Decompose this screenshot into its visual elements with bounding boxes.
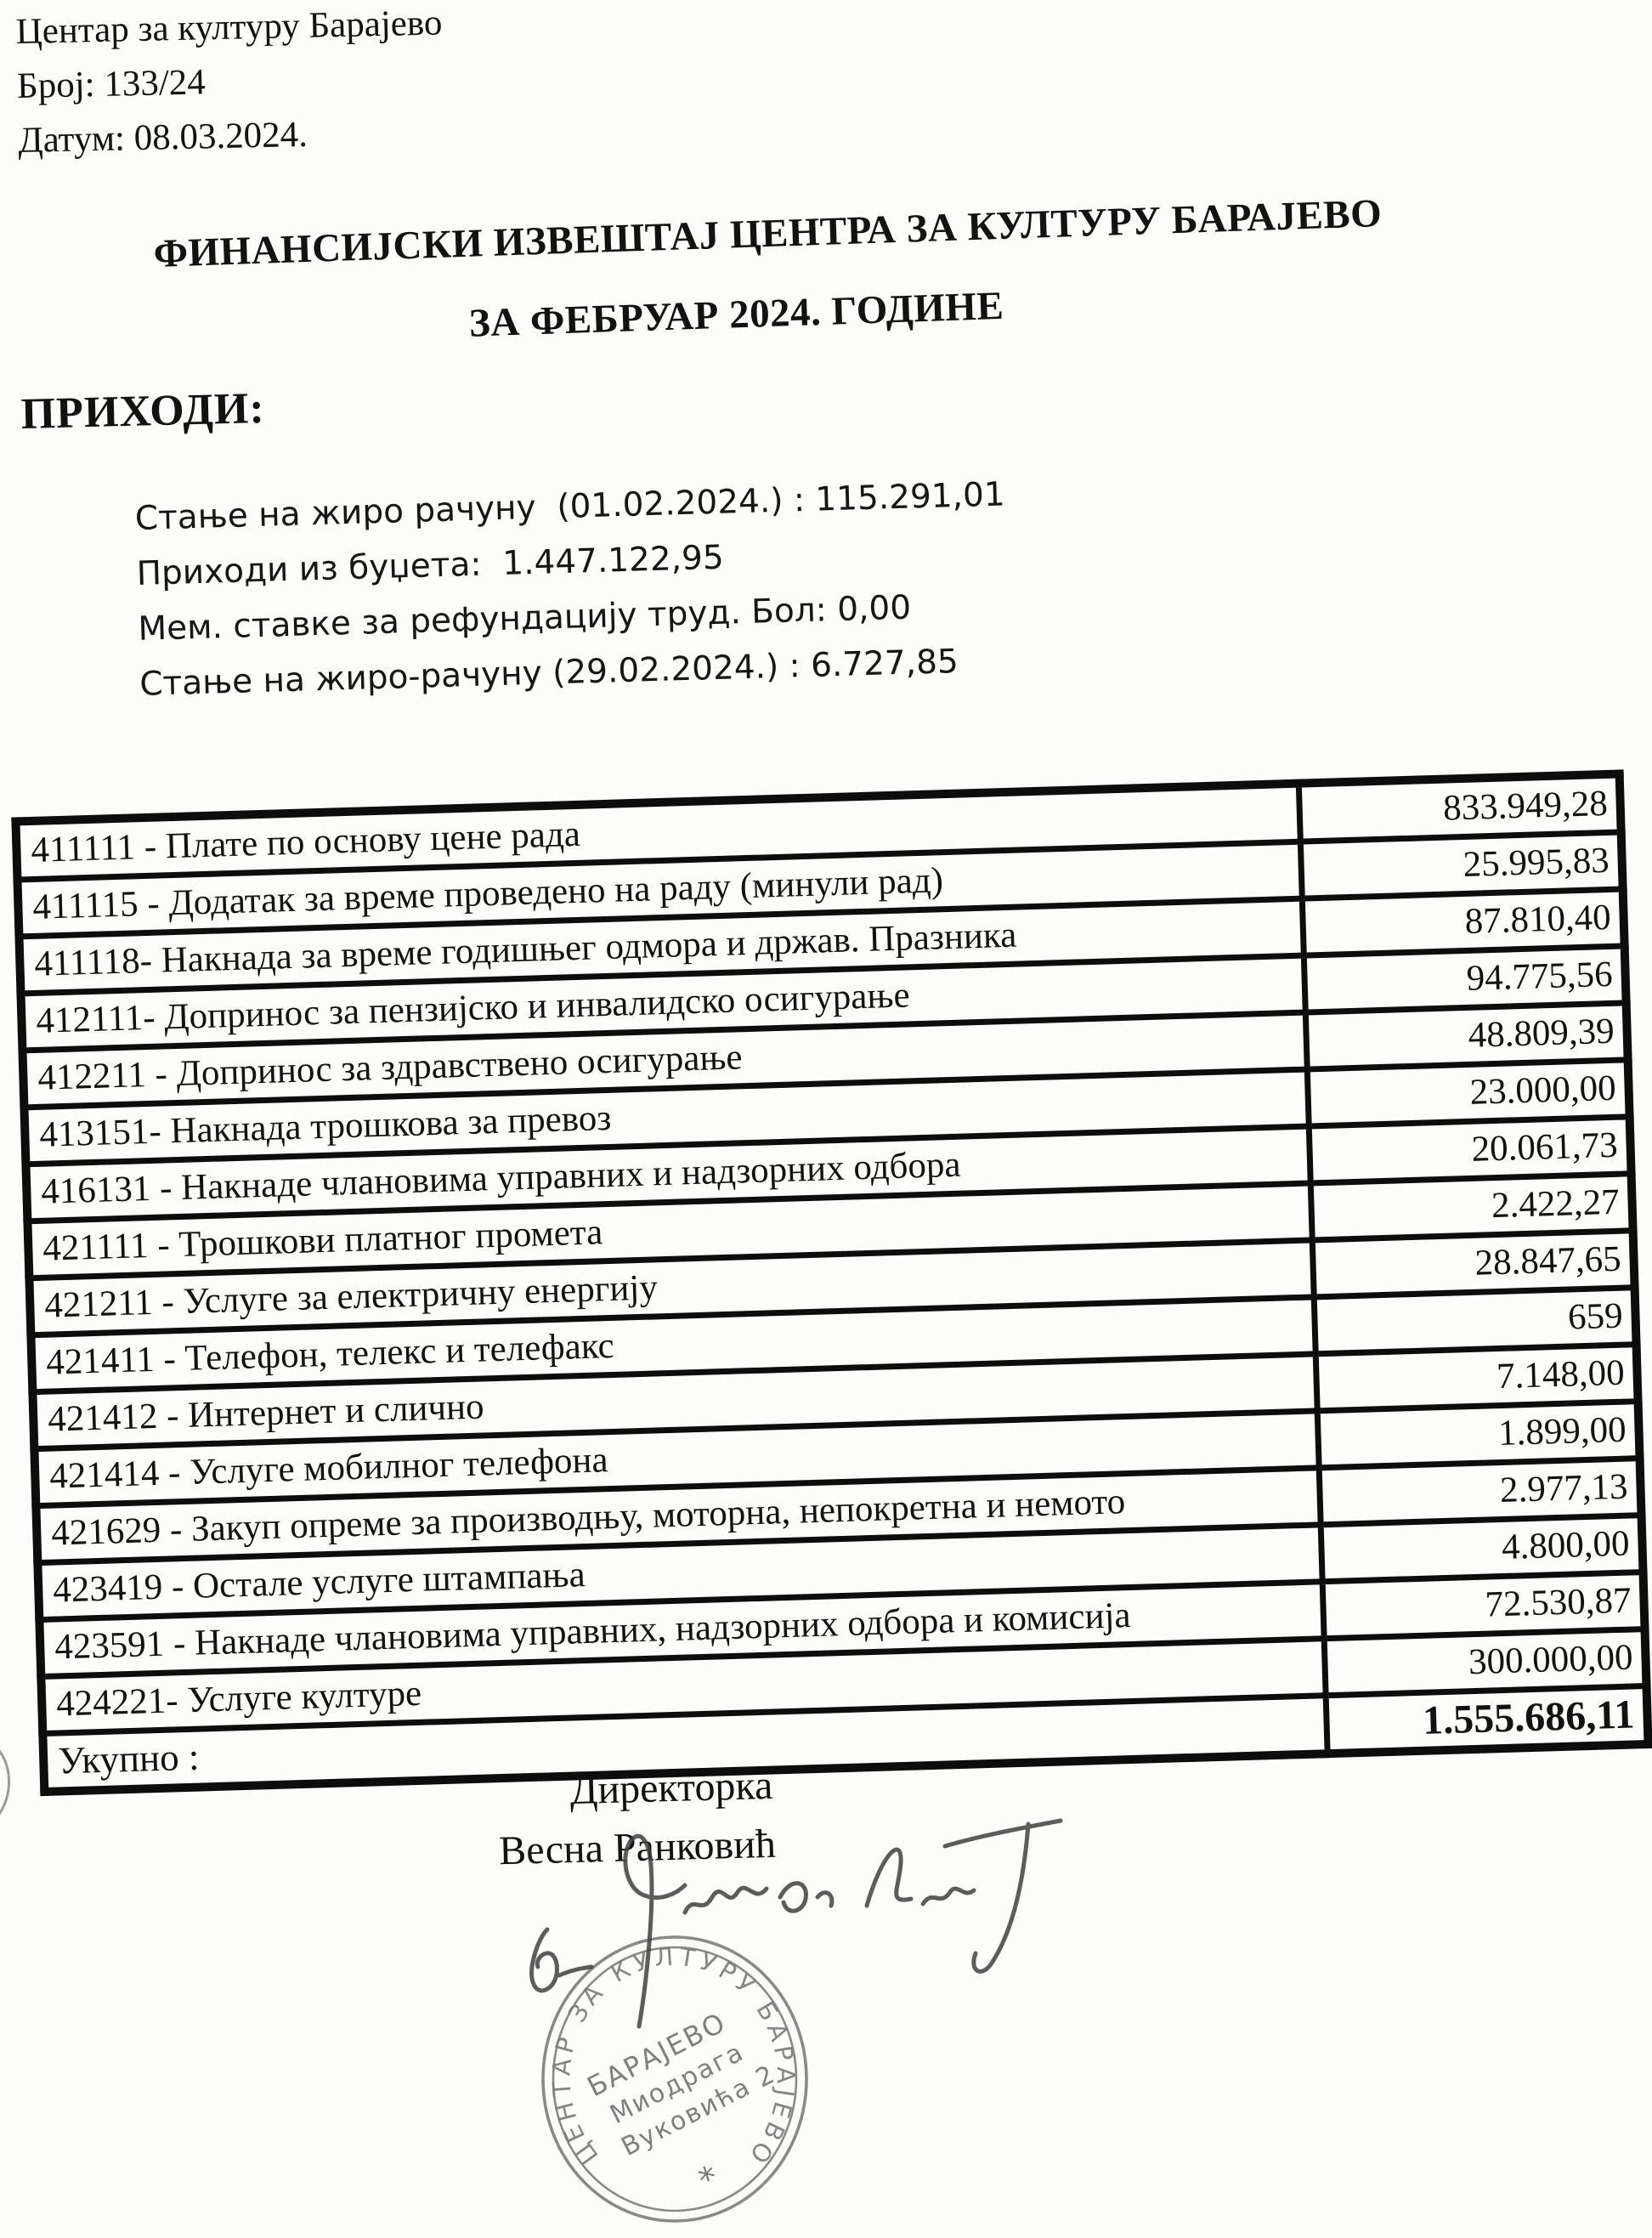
balance-summary: Стање на жиро рачуну (01.02.2024.) : 115… [134,467,1010,711]
account-amount: 87.810,40 [1302,888,1625,956]
section-heading-incomes: ПРИХОДИ: [20,383,266,439]
account-amount: 4.800,00 [1321,1515,1644,1582]
stamp-outer-ring [541,1935,808,2223]
account-amount: 23.000,00 [1307,1059,1630,1127]
account-amount: 300.000,00 [1324,1629,1647,1696]
expenses-table: 411111 - Плате по основу цене рада 833.9… [11,769,1652,1797]
account-amount: 833.949,28 [1298,773,1621,842]
account-amount: 72.530,87 [1322,1572,1645,1639]
document-title: ФИНАНСИЈСКИ ИЗВЕШТАЈ ЦЕНТРА ЗА КУЛТУРУ Б… [48,170,1489,377]
account-amount: 659 [1314,1287,1637,1354]
account-amount: 20.061,73 [1309,1116,1632,1183]
handwritten-signature [529,1818,1063,2029]
account-amount: 94.775,56 [1304,945,1627,1013]
table-body: 411111 - Плате по основу цене рада 833.9… [15,773,1647,1734]
total-amount: 1.555.686,11 [1326,1686,1649,1754]
round-stamp: ЦЕНТАР ЗА КУЛТУРУ БАРАЈЕВО БАРАЈЕВО Миод… [541,1935,808,2223]
document-header: Центар за културу Барајево Број: 133/24 … [15,0,614,168]
account-amount: 7.148,00 [1315,1344,1638,1411]
account-amount: 2.422,27 [1310,1173,1633,1240]
account-amount: 1.899,00 [1317,1401,1640,1468]
account-amount: 48.809,39 [1305,1002,1628,1070]
account-amount: 2.977,13 [1319,1458,1642,1525]
account-amount: 28.847,65 [1312,1230,1635,1297]
account-amount: 25.995,83 [1300,831,1623,899]
stamp-inner-ring [552,1946,798,2213]
scan-edge-artifact [0,1749,10,1816]
document-date: Датум: 08.03.2024. [17,114,308,161]
stamp-asterisk: * [694,2159,722,2201]
